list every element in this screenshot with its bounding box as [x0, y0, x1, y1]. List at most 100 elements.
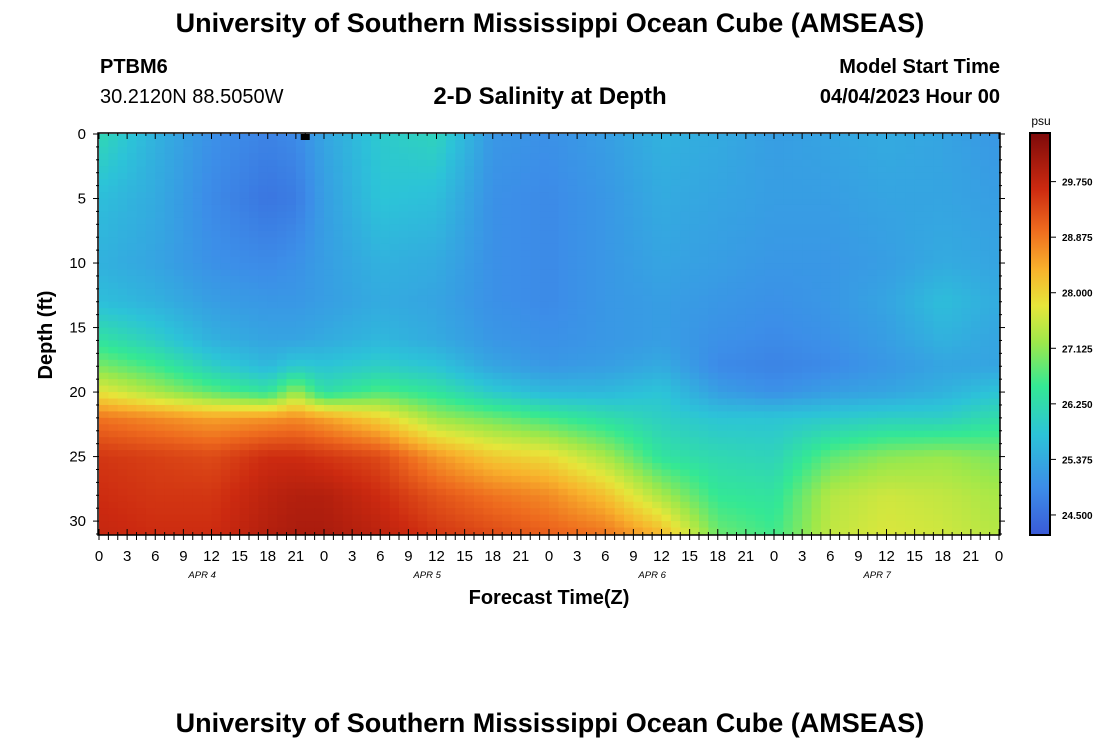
- heatmap-cell: [652, 185, 663, 193]
- heatmap-cell: [886, 198, 897, 206]
- heatmap-cell: [802, 463, 813, 471]
- heatmap-cell: [708, 275, 719, 283]
- heatmap-cell: [117, 250, 128, 258]
- heatmap-cell: [886, 314, 897, 322]
- heatmap-cell: [980, 295, 991, 303]
- heatmap-cell: [277, 179, 288, 187]
- heatmap-cell: [474, 204, 484, 213]
- heatmap-cell: [699, 463, 709, 471]
- heatmap-cell: [502, 230, 513, 238]
- heatmap-cell: [295, 198, 306, 206]
- heatmap-cell: [727, 230, 738, 238]
- heatmap-cell: [952, 237, 963, 245]
- heatmap-cell: [614, 230, 625, 238]
- heatmap-cell: [905, 327, 916, 335]
- heatmap-cell: [867, 424, 878, 432]
- heatmap-cell: [417, 159, 428, 167]
- heatmap-cell: [849, 224, 859, 232]
- heatmap-cell: [361, 243, 372, 251]
- heatmap-cell: [455, 275, 466, 283]
- heatmap-cell: [727, 211, 738, 219]
- heatmap-cell: [530, 430, 541, 438]
- heatmap-cell: [577, 237, 588, 245]
- heatmap-cell: [380, 456, 391, 464]
- heatmap-cell: [108, 392, 119, 400]
- heatmap-cell: [511, 308, 522, 316]
- heatmap-cell: [230, 353, 241, 361]
- heatmap-cell: [192, 224, 203, 232]
- heatmap-cell: [708, 404, 719, 413]
- heatmap-cell: [436, 224, 447, 232]
- heatmap-cell: [174, 237, 184, 245]
- heatmap-cell: [924, 295, 934, 303]
- heatmap-cell: [277, 295, 288, 303]
- heatmap-cell: [905, 314, 916, 322]
- heatmap-cell: [952, 456, 963, 464]
- heatmap-cell: [464, 192, 475, 200]
- heatmap-cell: [352, 392, 363, 400]
- heatmap-cell: [530, 295, 541, 303]
- heatmap-cell: [399, 153, 409, 161]
- heatmap-cell: [783, 140, 794, 148]
- heatmap-cell: [736, 334, 747, 342]
- heatmap-cell: [399, 379, 409, 387]
- heatmap-cell: [727, 282, 738, 290]
- heatmap-cell: [624, 379, 634, 387]
- heatmap-cell: [774, 243, 784, 251]
- heatmap-cell: [905, 243, 916, 251]
- heatmap-cell: [399, 463, 409, 471]
- heatmap-cell: [633, 404, 644, 413]
- heatmap-cell: [183, 404, 194, 413]
- heatmap-cell: [895, 301, 906, 309]
- heatmap-cell: [342, 288, 353, 296]
- heatmap-cell: [652, 243, 663, 251]
- heatmap-cell: [858, 204, 869, 213]
- heatmap-cell: [614, 153, 625, 161]
- heatmap-cell: [399, 404, 409, 413]
- heatmap-cell: [895, 334, 906, 342]
- heatmap-cell: [417, 263, 428, 271]
- heatmap-cell: [258, 411, 269, 419]
- heatmap-cell: [145, 134, 156, 142]
- heatmap-cell: [267, 463, 278, 471]
- heatmap-cell: [895, 172, 906, 180]
- heatmap-cell: [361, 392, 372, 400]
- heatmap-cell: [717, 172, 728, 180]
- heatmap-cell: [370, 372, 381, 380]
- heatmap-cell: [699, 359, 709, 367]
- heatmap-cell: [389, 263, 400, 271]
- heatmap-cell: [286, 179, 297, 187]
- heatmap-cell: [455, 463, 466, 471]
- heatmap-cell: [511, 179, 522, 187]
- heatmap-cell: [361, 372, 372, 380]
- heatmap-cell: [614, 327, 625, 335]
- heatmap-cell: [924, 398, 934, 406]
- heatmap-cell: [670, 159, 681, 167]
- heatmap-cell: [474, 392, 484, 400]
- heatmap-cell: [914, 424, 925, 432]
- heatmap-cell: [455, 192, 466, 200]
- heatmap-cell: [211, 340, 222, 348]
- heatmap-cell: [605, 456, 616, 464]
- heatmap-cell: [99, 346, 109, 354]
- heatmap-cell: [249, 385, 259, 393]
- heatmap-cell: [370, 346, 381, 354]
- heatmap-cell: [108, 450, 119, 458]
- heatmap-cell: [970, 359, 981, 367]
- heatmap-cell: [399, 411, 409, 419]
- heatmap-cell: [652, 424, 663, 432]
- heatmap-cell: [989, 146, 1000, 154]
- heatmap-cell: [811, 172, 822, 180]
- heatmap-cell: [708, 340, 719, 348]
- heatmap-cell: [183, 159, 194, 167]
- heatmap-cell: [567, 140, 578, 148]
- heatmap-cell: [408, 456, 419, 464]
- heatmap-cell: [295, 166, 306, 174]
- heatmap-cell: [539, 417, 550, 425]
- heatmap-cell: [586, 204, 597, 213]
- heatmap-cell: [380, 430, 391, 438]
- heatmap-cell: [211, 185, 222, 193]
- heatmap-cell: [324, 353, 334, 361]
- heatmap-cell: [136, 204, 147, 213]
- heatmap-cell: [220, 314, 231, 322]
